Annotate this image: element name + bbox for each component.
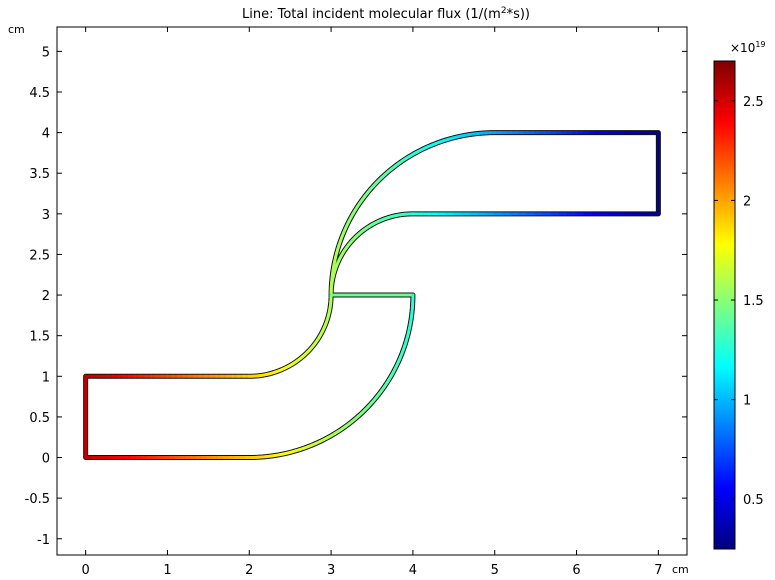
x-tick-label: 7 xyxy=(654,563,662,578)
y-tick-label: 2.5 xyxy=(29,248,50,263)
y-axis-unit: cm xyxy=(8,23,25,36)
colorbar-exponent: ×1019 xyxy=(730,40,766,55)
y-tick-label: 1 xyxy=(42,370,50,385)
flux-boundary xyxy=(83,130,661,461)
x-tick-label: 4 xyxy=(409,563,417,578)
colorbar-ticks: 0.5 1 1.5 2 2.5 xyxy=(714,95,764,508)
y-tick-label: 5 xyxy=(42,45,50,60)
y-tick-label: 3.5 xyxy=(29,167,50,182)
y-tick-label: 2 xyxy=(42,289,50,304)
colorbar: 0.5 1 1.5 2 2.5 ×1019 xyxy=(713,40,766,550)
y-tick-label: 0 xyxy=(42,452,50,467)
y-tick-label: -1 xyxy=(37,533,50,548)
x-tick-label: 0 xyxy=(81,563,89,578)
colorbar-tick-label: 2 xyxy=(743,194,751,209)
x-tick-label: 2 xyxy=(245,563,253,578)
y-tick-labels: -1 -0.5 0 0.5 1 1.5 2 2.5 3 3.5 4 4.5 5 xyxy=(25,45,50,547)
title-superscript: 2 xyxy=(501,6,507,16)
x-tick-label: 5 xyxy=(491,563,499,578)
y-tick-label: 1.5 xyxy=(29,330,50,345)
x-axis-unit: cm xyxy=(672,563,689,576)
y-tick-label: 0.5 xyxy=(29,411,50,426)
colorbar-gradient xyxy=(713,60,736,550)
axis-ticks xyxy=(57,27,687,555)
colorbar-tick-label: 2.5 xyxy=(743,95,764,110)
x-tick-label: 6 xyxy=(572,563,580,578)
colorbar-tick-label: 1.5 xyxy=(743,294,764,309)
x-tick-label: 1 xyxy=(163,563,171,578)
x-tick-label: 3 xyxy=(327,563,335,578)
y-tick-label: -0.5 xyxy=(25,492,50,507)
title-end: *s)) xyxy=(507,7,530,22)
colorbar-tick-label: 0.5 xyxy=(743,493,764,508)
x-tick-labels: 0 1 2 3 4 5 6 7 xyxy=(81,563,662,578)
plot-frame xyxy=(56,26,688,556)
y-tick-label: 4 xyxy=(42,127,50,142)
chart-title: Line: Total incident molecular flux (1/(… xyxy=(242,6,530,22)
colorbar-tick-label: 1 xyxy=(743,394,751,409)
y-tick-label: 4.5 xyxy=(29,86,50,101)
y-tick-label: 3 xyxy=(42,208,50,223)
